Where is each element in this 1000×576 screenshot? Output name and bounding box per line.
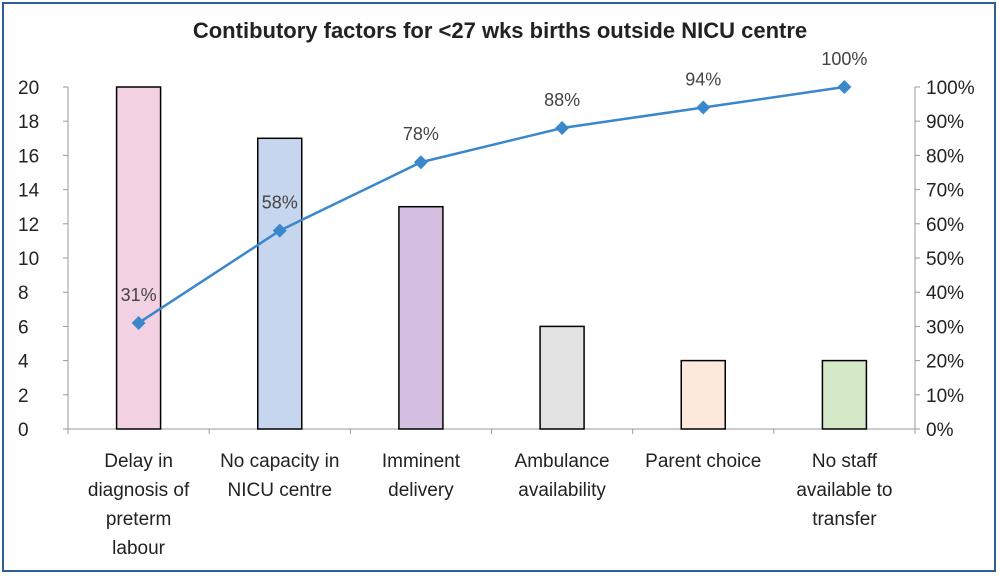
right-tick-label: 40%: [926, 283, 964, 304]
line-data-label: 88%: [544, 90, 580, 110]
right-tick-label: 20%: [926, 352, 964, 373]
right-tick-label: 60%: [926, 215, 964, 236]
x-category-label: Parent choice: [645, 451, 761, 472]
x-category-label: No staff: [812, 451, 878, 472]
bar: [115, 86, 162, 430]
x-category-label: transfer: [812, 509, 877, 530]
right-tick-label: 70%: [926, 181, 964, 202]
right-tick-label: 30%: [926, 317, 964, 338]
line-data-label: 31%: [121, 285, 157, 305]
x-category-label: preterm: [106, 509, 171, 530]
right-tick-label: 0%: [926, 420, 954, 441]
right-tick-label: 90%: [926, 112, 964, 133]
x-category-label: NICU centre: [227, 480, 332, 501]
line-point-marker: [272, 223, 287, 238]
left-tick-label: 18: [18, 112, 39, 133]
x-category-label: Imminent: [382, 451, 461, 472]
bar: [398, 205, 444, 430]
x-category-label: availability: [518, 480, 606, 501]
right-tick-label: 80%: [926, 146, 964, 167]
right-tick-label: 100%: [926, 78, 975, 99]
line-point-marker: [131, 315, 146, 330]
x-category-label: diagnosis of: [88, 480, 190, 501]
left-tick-label: 8: [18, 283, 29, 304]
right-tick-label: 10%: [926, 386, 964, 407]
left-tick-label: 6: [18, 317, 29, 338]
chart-title: Contibutory factors for <27 wks births o…: [193, 18, 807, 43]
left-tick-label: 0: [18, 420, 29, 441]
bar: [539, 325, 585, 430]
line-data-label: 100%: [821, 49, 867, 69]
line-point-marker: [837, 80, 852, 94]
x-axis-labels: Delay in diagnosis of preterm labour No capa…: [88, 451, 893, 559]
bar: [257, 137, 303, 430]
left-tick-label: 12: [18, 215, 39, 236]
line-data-label: 78%: [403, 124, 439, 144]
line-point-marker: [413, 155, 428, 170]
line-point-marker: [555, 121, 570, 136]
left-tick-label: 4: [18, 352, 29, 373]
left-tick-label: 10: [18, 249, 39, 270]
left-tick-label: 2: [18, 386, 29, 407]
cumulative-line: 31% 58% 78% 88% 94% 100%: [121, 49, 867, 330]
bars: [115, 86, 868, 430]
left-tick-label: 20: [18, 78, 39, 99]
cumulative-line-path: [137, 85, 845, 325]
left-tick-label: 14: [18, 181, 40, 202]
right-tick-label: 50%: [926, 249, 964, 270]
axes: 0 2 4 6 8 10 12 14 16 18 20 0% 10% 20% 30% 40% 50% 60% 70%…: [18, 78, 975, 441]
bar: [680, 359, 726, 430]
x-category-label: available to: [796, 480, 892, 501]
x-category-label: delivery: [388, 480, 454, 501]
x-category-label: Delay in: [104, 451, 173, 472]
line-point-marker: [696, 100, 711, 115]
line-data-label: 94%: [685, 70, 721, 90]
x-category-label: No capacity in: [220, 451, 339, 472]
line-data-label: 58%: [262, 193, 298, 213]
x-category-label: labour: [112, 538, 165, 559]
x-category-label: Ambulance: [515, 451, 610, 472]
bar: [821, 359, 868, 430]
left-tick-label: 16: [18, 146, 39, 167]
